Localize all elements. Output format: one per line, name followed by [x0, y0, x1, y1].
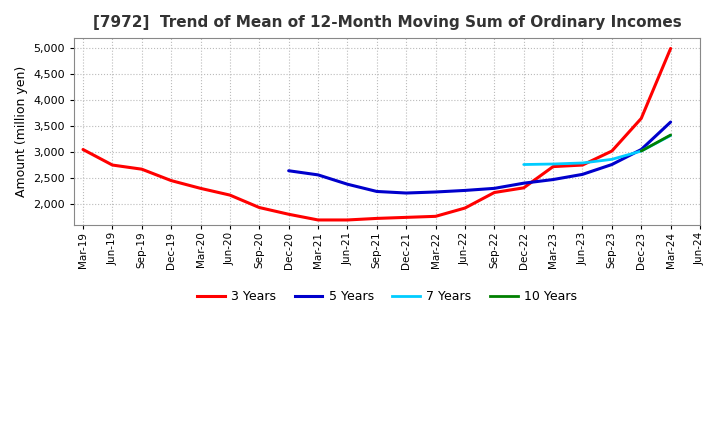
Legend: 3 Years, 5 Years, 7 Years, 10 Years: 3 Years, 5 Years, 7 Years, 10 Years — [192, 285, 582, 308]
Title: [7972]  Trend of Mean of 12-Month Moving Sum of Ordinary Incomes: [7972] Trend of Mean of 12-Month Moving … — [93, 15, 681, 30]
Y-axis label: Amount (million yen): Amount (million yen) — [15, 66, 28, 197]
